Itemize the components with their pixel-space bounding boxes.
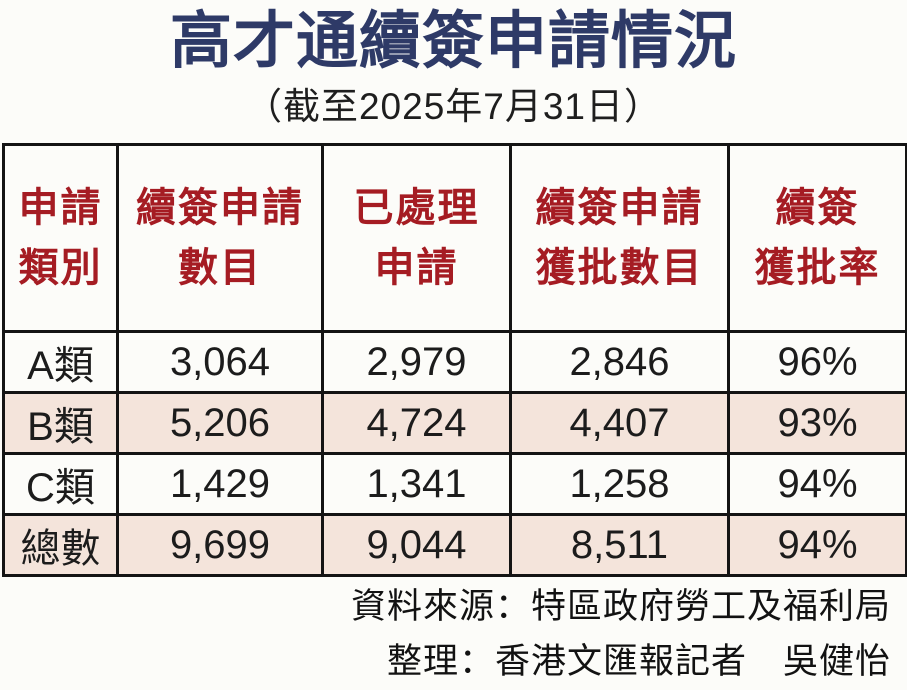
cell-approved-c: 1,258 <box>509 452 730 516</box>
cell-category-a: A類 <box>2 330 119 394</box>
subtitle-date: （截至2025年7月31日） <box>244 86 663 127</box>
table-row-total: 總數 9,699 9,044 8,511 94% <box>2 513 907 577</box>
col-header-rate: 續簽 獲批率 <box>727 143 907 333</box>
cell-category-b: B類 <box>2 391 119 455</box>
footer: 資料來源：特區政府勞工及福利局 整理：香港文匯報記者 吳健怡 <box>351 580 891 690</box>
header-row: 申請 類別 續簽申請 數目 已處理 申請 續簽申請 獲批數目 續簽 獲批率 <box>2 143 907 333</box>
col-header-processed: 已處理 申請 <box>321 143 512 333</box>
col-header-rate-line1: 續簽 <box>775 186 860 230</box>
col-header-processed-line1: 已處理 <box>353 186 480 230</box>
credit-line: 整理：香港文匯報記者 吳健怡 <box>386 642 891 682</box>
renewal-stats-table: 申請 類別 續簽申請 數目 已處理 申請 續簽申請 獲批數目 續簽 獲批率 <box>2 143 907 577</box>
col-header-category: 申請 類別 <box>2 143 119 333</box>
table-row-b: B類 5,206 4,724 4,407 93% <box>2 391 907 455</box>
cell-processed-b: 4,724 <box>321 391 512 455</box>
cell-category-c: C類 <box>2 452 119 516</box>
cell-applications-c: 1,429 <box>116 452 324 516</box>
cell-category-total: 總數 <box>2 513 119 577</box>
cell-approved-total: 8,511 <box>509 513 730 577</box>
table-row-a: A類 3,064 2,979 2,846 96% <box>2 330 907 394</box>
cell-rate-b: 93% <box>727 391 907 455</box>
cell-applications-b: 5,206 <box>116 391 324 455</box>
col-header-category-line2: 類別 <box>18 246 103 290</box>
col-header-category-line1: 申請 <box>18 186 103 230</box>
col-header-applications: 續簽申請 數目 <box>116 143 324 333</box>
col-header-rate-line2: 獲批率 <box>754 246 881 290</box>
cell-rate-a: 96% <box>727 330 907 394</box>
page-title: 高才通續簽申請情況 <box>169 7 737 76</box>
cell-approved-b: 4,407 <box>509 391 730 455</box>
source-line: 資料來源：特區政府勞工及福利局 <box>350 587 891 627</box>
col-header-approved: 續簽申請 獲批數目 <box>509 143 730 333</box>
col-header-approved-line1: 續簽申請 <box>535 186 704 230</box>
col-header-applications-line2: 數目 <box>178 246 262 290</box>
cell-rate-total: 94% <box>727 513 907 577</box>
col-header-applications-line1: 續簽申請 <box>136 186 304 230</box>
table-row-c: C類 1,429 1,341 1,258 94% <box>2 452 907 516</box>
col-header-processed-line2: 申請 <box>374 246 459 290</box>
cell-rate-c: 94% <box>727 452 907 516</box>
cell-applications-a: 3,064 <box>116 330 324 394</box>
cell-processed-total: 9,044 <box>321 513 512 577</box>
cell-applications-total: 9,699 <box>116 513 324 577</box>
col-header-approved-line2: 獲批數目 <box>535 246 704 290</box>
cell-approved-a: 2,846 <box>509 330 730 394</box>
cell-processed-c: 1,341 <box>321 452 512 516</box>
cell-processed-a: 2,979 <box>321 330 512 394</box>
